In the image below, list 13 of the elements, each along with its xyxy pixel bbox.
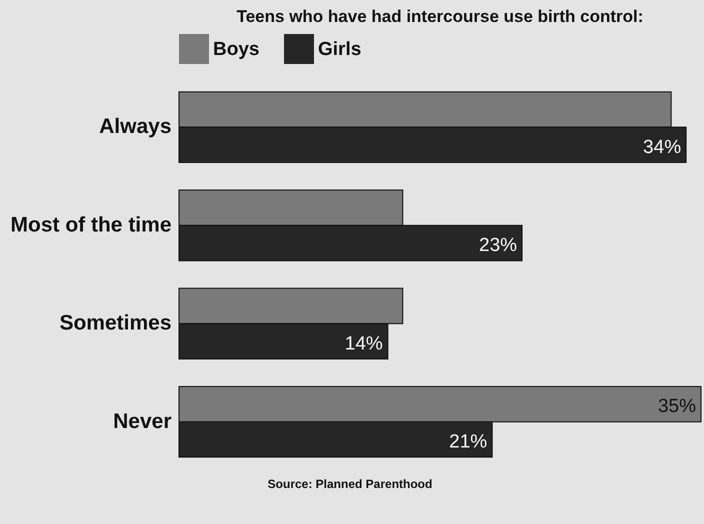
y-tick-label: Never (113, 410, 172, 433)
data-label: 21% (449, 432, 488, 452)
data-label: 23% (478, 235, 518, 256)
y-tick-label: Sometimes (59, 312, 172, 335)
data-label: 34% (643, 136, 682, 158)
data-label: 35% (658, 396, 696, 418)
chart-title: Teens who have had intercourse use birth control: (236, 7, 644, 26)
y-tick-label: Most of the time (10, 213, 172, 236)
data-label: 14% (344, 333, 383, 354)
legend-label: Boys (213, 39, 260, 60)
y-tick-label: Always (99, 115, 172, 138)
source-note: Source: Planned Parenthood (268, 477, 432, 491)
legend-label: Girls (318, 39, 362, 60)
